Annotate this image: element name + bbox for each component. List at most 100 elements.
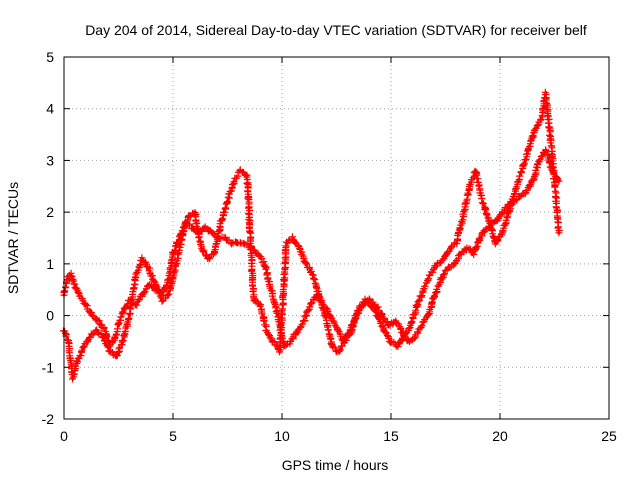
data-point [452, 262, 456, 266]
data-point [406, 339, 411, 344]
data-point [433, 293, 437, 297]
data-point [160, 298, 164, 302]
data-point [167, 293, 171, 297]
y-axis-label: SDTVAR / TECUs [5, 182, 21, 294]
data-point [75, 360, 79, 364]
data-point [415, 303, 419, 307]
data-point [291, 236, 295, 240]
data-point [97, 319, 101, 323]
data-point [101, 334, 105, 338]
data-point [474, 169, 478, 173]
x-tick-label: 25 [601, 428, 617, 444]
data-point [426, 313, 430, 318]
data-point [465, 246, 469, 250]
data-point [112, 339, 116, 344]
data-point [422, 288, 426, 292]
y-tick-label: 5 [46, 49, 54, 65]
data-point [350, 329, 354, 333]
data-point [317, 293, 321, 297]
y-tick-label: -1 [42, 359, 55, 375]
data-point [330, 345, 334, 349]
x-tick-label: 20 [492, 428, 508, 444]
data-point [90, 313, 94, 318]
data-point [374, 303, 378, 307]
data-point [140, 293, 145, 297]
data-point [147, 282, 151, 287]
data-point [252, 298, 256, 302]
data-point [539, 117, 544, 121]
data-point [73, 282, 77, 287]
plot-frame [63, 56, 610, 420]
data-point [180, 236, 184, 240]
data-point [513, 189, 517, 194]
data-point [108, 350, 112, 354]
data-point [409, 324, 413, 328]
data-point [116, 324, 121, 328]
data-point [531, 179, 535, 183]
data-point [167, 277, 171, 281]
data-point [206, 257, 210, 261]
data-point [210, 231, 214, 235]
x-tick-label: 15 [383, 428, 399, 444]
y-tick-label: 3 [46, 152, 54, 168]
data-point [537, 158, 541, 163]
data-point [518, 195, 522, 199]
data-point [171, 251, 175, 256]
data-point [382, 329, 387, 333]
data-point [269, 288, 273, 292]
data-point [147, 267, 151, 271]
data-point [324, 313, 328, 318]
data-point [278, 350, 282, 354]
data-point [389, 339, 393, 344]
data-point [223, 236, 227, 240]
data-point [265, 329, 269, 333]
data-point [487, 220, 491, 225]
data-point [199, 246, 203, 250]
data-point [472, 251, 476, 256]
data-point [526, 148, 530, 152]
data-point [413, 334, 417, 338]
data-point [400, 329, 404, 333]
data-point [212, 251, 217, 256]
data-point [439, 277, 443, 281]
data-point [134, 272, 138, 276]
data-point [193, 210, 197, 214]
data-point [77, 293, 81, 297]
y-tick-label: 2 [46, 204, 54, 220]
data-point [289, 339, 293, 344]
data-point [557, 231, 561, 235]
data-point [225, 200, 230, 204]
data-point [459, 251, 463, 256]
data-point [310, 272, 315, 276]
data-point [114, 355, 118, 359]
data-point [467, 184, 472, 188]
data-point [337, 350, 341, 354]
data-point [533, 127, 537, 131]
data-point [402, 334, 406, 338]
data-point [441, 257, 445, 261]
data-point [84, 303, 88, 307]
data-point [238, 169, 243, 173]
data-point [500, 231, 504, 235]
data-point [393, 319, 397, 323]
data-point [219, 220, 223, 225]
data-point [343, 339, 347, 344]
data-point [376, 313, 380, 318]
data-point [127, 313, 131, 318]
data-point [448, 246, 452, 250]
data-point [204, 226, 208, 230]
data-point [276, 313, 280, 318]
data-point [494, 241, 498, 245]
x-tick-label: 5 [169, 428, 177, 444]
data-point [65, 277, 69, 281]
data-point [121, 339, 125, 344]
data-point [82, 345, 86, 349]
data-point [68, 272, 73, 276]
data-point [258, 303, 262, 307]
x-tick-label: 0 [60, 428, 68, 444]
data-point [295, 329, 299, 333]
y-tick-label: 4 [46, 101, 54, 117]
data-point [71, 376, 75, 380]
data-point [552, 179, 557, 183]
data-point [507, 210, 511, 214]
